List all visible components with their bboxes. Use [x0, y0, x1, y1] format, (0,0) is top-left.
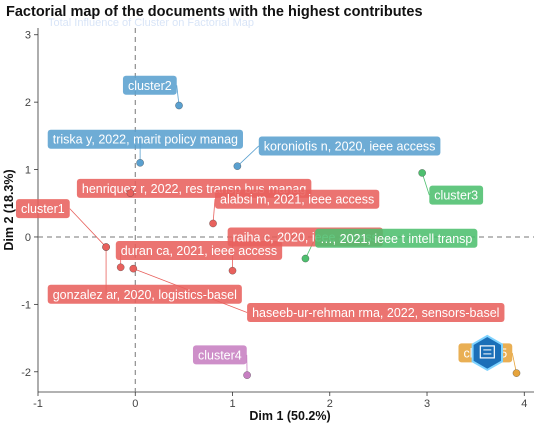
document-point: [233, 162, 242, 170]
point-label-group: triska y, 2022, marit policy manag: [47, 129, 243, 149]
cluster5-hexagon-icon: [471, 334, 503, 372]
point-label-group: gonzalez ar, 2020, logistics-basel: [47, 284, 242, 304]
point-label-text: cluster2: [128, 79, 172, 93]
x-tick-label: 1: [229, 398, 235, 410]
label-box: [247, 302, 505, 322]
panel-background: [46, 28, 534, 392]
label-box: [258, 136, 441, 156]
point-label-group: alabsi m, 2021, ieee access: [215, 189, 380, 209]
point-label-group: haseeb-ur-rehman rma, 2022, sensors-base…: [247, 302, 505, 322]
x-tick-label: 0: [132, 398, 138, 410]
point-label-text: gonzalez ar, 2020, logistics-basel: [53, 288, 237, 302]
x-axis-ticks: -1 0 1 2 3 4: [33, 392, 527, 410]
y-axis-ticks: -2 -1 0 1 2 3: [21, 30, 38, 379]
chart-title: Factorial map of the documents with the …: [6, 4, 423, 20]
point-label-text: alabsi m, 2021, ieee access: [220, 193, 374, 207]
y-tick-label: 1: [25, 165, 31, 177]
x-axis-title: Dim 1 (50.2%): [249, 409, 330, 423]
point-label-group: koroniotis n, 2020, ieee access: [258, 136, 441, 156]
point-label-group: cluster2: [122, 75, 177, 95]
document-point: [228, 266, 237, 275]
document-point: [102, 243, 110, 251]
x-tick-label: 2: [327, 398, 333, 410]
label-box: [192, 345, 247, 365]
point-label-text: haseeb-ur-rehman rma, 2022, sensors-base…: [252, 306, 499, 320]
label-box: [215, 189, 380, 209]
y-tick-label: -2: [21, 367, 31, 379]
y-axis-title: Dim 2 (18.3%): [2, 169, 16, 250]
point-label-group: cluster1: [15, 199, 70, 219]
point-label-text: cluster3: [434, 189, 478, 203]
point-label-text: koroniotis n, 2020, ieee access: [264, 139, 436, 153]
point-label-text: triska y, 2022, marit policy manag: [53, 133, 238, 147]
document-point: [116, 263, 125, 272]
y-tick-label: 0: [25, 232, 31, 244]
x-tick-label: 3: [424, 398, 430, 410]
point-label-text: …, 2021, ieee t intell transp: [320, 232, 472, 246]
point-label-group: cluster4: [192, 345, 247, 365]
point-label-text: duran ca, 2021, ieee access: [121, 244, 277, 258]
y-tick-label: 2: [25, 97, 31, 109]
connector-line: [212, 199, 216, 224]
point-label-text: cluster4: [198, 348, 242, 362]
connector-line: [237, 145, 260, 167]
label-box: [315, 228, 478, 248]
label-box: [122, 75, 177, 95]
y-tick-label: -1: [21, 299, 31, 311]
point-label-text: cluster1: [21, 202, 65, 216]
point-label-group: …, 2021, ieee t intell transp: [315, 228, 478, 248]
label-box: [429, 185, 484, 205]
cluster-point: [418, 169, 426, 177]
plot-panel: -1 0 1 2 3 4 -2 -1 0 1 2 3 cluster1 cluster2 cluster…: [15, 28, 534, 410]
label-box: [47, 284, 242, 304]
cluster-point: [175, 101, 183, 110]
connector-line: [69, 208, 107, 248]
document-point: [301, 254, 310, 263]
background-watermark-text: Total Influence of Cluster on Factorial …: [48, 17, 254, 29]
cluster-point: [243, 371, 251, 379]
x-tick-label: 4: [521, 398, 527, 410]
badge-symbol: [479, 345, 495, 359]
document-point: [136, 159, 144, 167]
document-point: [129, 264, 138, 273]
document-point: [209, 219, 217, 228]
point-label-group: cluster3: [429, 185, 484, 205]
y-tick-label: 3: [25, 30, 31, 42]
x-tick-label: -1: [33, 398, 43, 410]
hexagon-badge: [471, 334, 503, 372]
label-box: [47, 129, 243, 149]
document-point: [126, 189, 135, 197]
cluster-point: [512, 369, 521, 377]
connector-line: [421, 172, 430, 196]
label-box: [15, 199, 70, 219]
data-points: [102, 101, 521, 379]
